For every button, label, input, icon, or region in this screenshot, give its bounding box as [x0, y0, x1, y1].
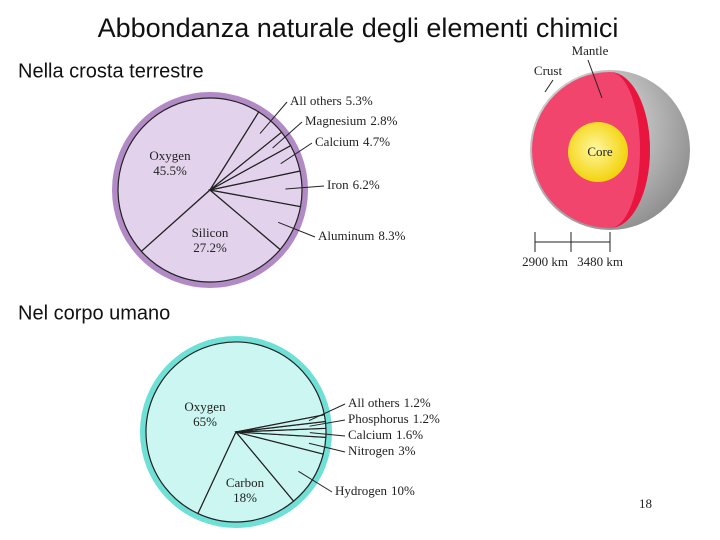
earth-diagram: Core Mantle Crust 2900 km 3480 km	[522, 43, 690, 269]
value-label: 4.7%	[363, 134, 390, 149]
value-label: 6.2%	[353, 177, 380, 192]
depth-label: 2900 km	[522, 254, 568, 269]
value-label: 10%	[391, 483, 415, 498]
value-label: 1.6%	[396, 427, 423, 442]
slice-label: Calcium	[348, 427, 392, 442]
slice-label: Hydrogen	[335, 483, 387, 498]
slice-label: Silicon	[192, 225, 229, 240]
pie-rim	[112, 92, 308, 288]
slice-label: Iron	[327, 177, 349, 192]
slice-label-group: Magnesium 2.8%	[305, 113, 398, 128]
slice-label-group: Hydrogen 10%	[335, 483, 415, 498]
page-number: 18	[639, 496, 652, 511]
leader-line	[277, 221, 316, 238]
slice-label-group: All others 5.3%	[290, 93, 373, 108]
value-label: 8.3%	[378, 228, 405, 243]
pie-slice	[145, 341, 326, 515]
slice-label: Magnesium	[305, 113, 366, 128]
chart-title: Nel corpo umano	[18, 302, 170, 324]
leader-line	[285, 185, 325, 190]
leader-line	[309, 419, 346, 427]
slice-label: Oxygen	[184, 399, 226, 414]
radius-label: 3480 km	[577, 254, 623, 269]
slice-label-group: Calcium 4.7%	[315, 134, 390, 149]
value-label: 27.2%	[193, 240, 227, 255]
value-label: 18%	[233, 490, 257, 505]
slice-label-group: Nitrogen 3%	[348, 443, 416, 458]
mantle-edge	[610, 72, 650, 228]
pie-slice	[235, 414, 327, 433]
crust-label: Crust	[534, 63, 563, 78]
pie-slice	[197, 430, 295, 523]
value-label: 5.3%	[346, 93, 373, 108]
core	[568, 122, 628, 182]
slice-label: Phosphorus	[348, 411, 409, 426]
value-label: 45.5%	[153, 163, 187, 178]
slice-label: Aluminum	[318, 228, 374, 243]
leader-line	[308, 403, 346, 422]
slide-title: Abbondanza naturale degli elementi chimi…	[98, 13, 619, 43]
slice-label-group: All others 1.2%	[348, 395, 431, 410]
pointer	[587, 59, 603, 99]
leader-line	[272, 121, 303, 149]
value-label: 1.2%	[404, 395, 431, 410]
leader-line	[309, 432, 346, 437]
pie-rim	[140, 336, 332, 528]
pointer	[544, 79, 554, 93]
value-label: 3%	[398, 443, 416, 458]
mantle-label: Mantle	[572, 43, 609, 58]
leader-line	[298, 470, 333, 493]
core-label: Core	[587, 144, 613, 159]
leader-line	[308, 442, 346, 453]
leader-line	[280, 142, 313, 165]
slice-label-group: Calcium 1.6%	[348, 427, 423, 442]
slice-label-group: Iron 6.2%	[327, 177, 380, 192]
value-label: 2.8%	[370, 113, 397, 128]
slice-label: Carbon	[226, 475, 265, 490]
slice-label: All others	[348, 395, 400, 410]
slice-label: Oxygen	[149, 148, 191, 163]
leader-line	[259, 101, 288, 134]
slice-label: All others	[290, 93, 342, 108]
pie-slice	[140, 189, 282, 283]
slice-label: Nitrogen	[348, 443, 395, 458]
value-label: 1.2%	[413, 411, 440, 426]
pie-slice	[117, 97, 260, 253]
slice-label-group: Phosphorus 1.2%	[348, 411, 440, 426]
value-label: 65%	[193, 414, 217, 429]
slice-label: Calcium	[315, 134, 359, 149]
slice-label-group: Aluminum 8.3%	[318, 228, 406, 243]
chart-title: Nella crosta terrestre	[18, 60, 204, 82]
